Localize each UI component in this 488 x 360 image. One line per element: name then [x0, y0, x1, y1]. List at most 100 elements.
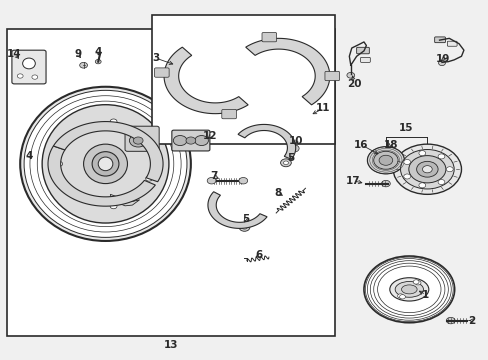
Circle shape — [363, 256, 454, 323]
Circle shape — [381, 180, 389, 187]
Text: 20: 20 — [346, 79, 361, 89]
Circle shape — [31, 159, 37, 163]
Circle shape — [397, 294, 403, 298]
Circle shape — [392, 144, 461, 194]
Circle shape — [403, 159, 410, 165]
Circle shape — [414, 281, 420, 285]
Circle shape — [373, 151, 397, 169]
Text: 1: 1 — [422, 290, 428, 300]
Circle shape — [446, 167, 452, 172]
FancyBboxPatch shape — [325, 71, 339, 81]
Polygon shape — [53, 122, 163, 182]
Polygon shape — [110, 194, 140, 206]
Circle shape — [416, 161, 437, 177]
Circle shape — [438, 60, 445, 66]
Circle shape — [422, 166, 431, 173]
Circle shape — [366, 147, 404, 174]
Ellipse shape — [24, 90, 186, 237]
Text: 5: 5 — [242, 215, 248, 224]
Circle shape — [142, 140, 149, 145]
Polygon shape — [245, 39, 329, 105]
Polygon shape — [207, 192, 266, 228]
Circle shape — [133, 137, 143, 144]
Circle shape — [17, 74, 23, 78]
Circle shape — [418, 150, 425, 156]
Circle shape — [129, 134, 147, 147]
Circle shape — [242, 226, 246, 229]
Text: 2: 2 — [467, 316, 474, 325]
Ellipse shape — [83, 144, 127, 184]
Text: 8: 8 — [273, 188, 281, 198]
Circle shape — [346, 72, 354, 78]
Circle shape — [289, 145, 299, 152]
Text: 18: 18 — [383, 140, 397, 150]
Circle shape — [239, 177, 247, 184]
Circle shape — [95, 59, 101, 64]
Circle shape — [72, 129, 79, 134]
Bar — [152, 15, 334, 144]
Text: 13: 13 — [164, 340, 178, 350]
Ellipse shape — [20, 87, 190, 241]
FancyBboxPatch shape — [356, 47, 368, 54]
Circle shape — [403, 174, 410, 179]
Text: 19: 19 — [435, 54, 450, 64]
Circle shape — [185, 137, 195, 144]
Text: 11: 11 — [316, 103, 330, 113]
FancyBboxPatch shape — [434, 37, 445, 42]
Bar — [6, 30, 334, 336]
Circle shape — [32, 75, 38, 79]
Circle shape — [56, 161, 62, 166]
Ellipse shape — [98, 157, 113, 171]
Ellipse shape — [389, 278, 428, 301]
Text: 7: 7 — [210, 171, 218, 181]
Circle shape — [408, 156, 445, 183]
Circle shape — [173, 135, 186, 145]
Circle shape — [239, 224, 249, 231]
Ellipse shape — [92, 152, 119, 176]
Text: 12: 12 — [203, 131, 217, 141]
Text: 3: 3 — [152, 53, 159, 63]
Circle shape — [145, 176, 152, 181]
Ellipse shape — [394, 282, 423, 297]
Circle shape — [283, 161, 288, 165]
Text: 6: 6 — [255, 250, 262, 260]
Circle shape — [280, 159, 291, 167]
Circle shape — [72, 194, 79, 199]
Circle shape — [194, 135, 208, 145]
Ellipse shape — [401, 285, 416, 294]
Ellipse shape — [42, 105, 168, 223]
Text: 14: 14 — [7, 49, 21, 59]
Text: 15: 15 — [398, 123, 413, 133]
Text: 17: 17 — [345, 176, 359, 186]
Polygon shape — [48, 146, 155, 206]
FancyBboxPatch shape — [447, 41, 456, 46]
Circle shape — [110, 119, 117, 124]
Circle shape — [80, 62, 87, 68]
FancyBboxPatch shape — [125, 126, 159, 151]
FancyBboxPatch shape — [222, 109, 236, 119]
Polygon shape — [238, 125, 295, 159]
Text: 9: 9 — [74, 49, 81, 59]
FancyBboxPatch shape — [262, 32, 276, 42]
Circle shape — [378, 155, 392, 165]
Circle shape — [437, 180, 444, 185]
Polygon shape — [163, 47, 247, 114]
Text: 10: 10 — [288, 136, 303, 146]
Circle shape — [437, 154, 444, 159]
Text: 4: 4 — [94, 46, 102, 57]
FancyBboxPatch shape — [360, 57, 369, 62]
Circle shape — [400, 149, 453, 189]
Text: 16: 16 — [353, 140, 368, 150]
Ellipse shape — [22, 58, 35, 69]
FancyBboxPatch shape — [154, 68, 169, 77]
Circle shape — [207, 177, 216, 184]
Circle shape — [399, 295, 405, 299]
Text: 5: 5 — [287, 153, 294, 163]
Circle shape — [418, 183, 425, 188]
Circle shape — [412, 280, 418, 284]
FancyBboxPatch shape — [171, 130, 209, 151]
FancyBboxPatch shape — [12, 50, 46, 84]
Circle shape — [110, 204, 117, 209]
Circle shape — [446, 318, 454, 324]
Text: 4: 4 — [25, 150, 33, 161]
